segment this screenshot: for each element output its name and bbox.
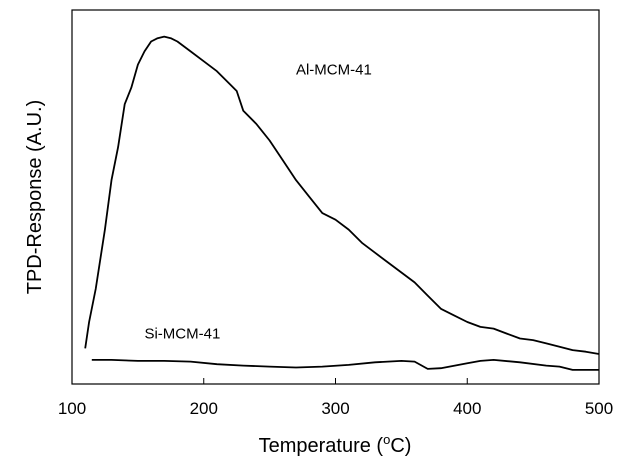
x-axis-unit-close: C) bbox=[390, 435, 411, 457]
series-label-al-mcm-41: Al-MCM-41 bbox=[296, 62, 372, 79]
x-tick-label: 400 bbox=[453, 399, 481, 418]
series-line-al-mcm-41 bbox=[84, 35, 600, 355]
x-axis-label-text: Temperature bbox=[259, 435, 371, 457]
series-label-si-mcm-41: Si-MCM-41 bbox=[144, 326, 220, 343]
series-line-si-mcm-41 bbox=[91, 359, 599, 371]
x-axis-unit-open: ( bbox=[371, 435, 384, 457]
annotation-layer: Al-MCM-41 Si-MCM-41 bbox=[144, 62, 371, 343]
x-tick-label: 200 bbox=[190, 399, 218, 418]
x-axis-label: Temperature (oC) bbox=[259, 432, 412, 457]
x-tick-label: 100 bbox=[58, 399, 86, 418]
series-layer bbox=[84, 35, 600, 371]
x-tick-label: 300 bbox=[321, 399, 349, 418]
x-axis-ticks bbox=[71, 378, 600, 384]
x-axis-unit-degree: o bbox=[383, 432, 390, 447]
y-axis-label: TPD-Response (A.U.) bbox=[24, 100, 46, 295]
x-axis-tick-labels: 100 200 300 400 500 bbox=[58, 399, 613, 418]
x-tick-label: 500 bbox=[585, 399, 613, 418]
